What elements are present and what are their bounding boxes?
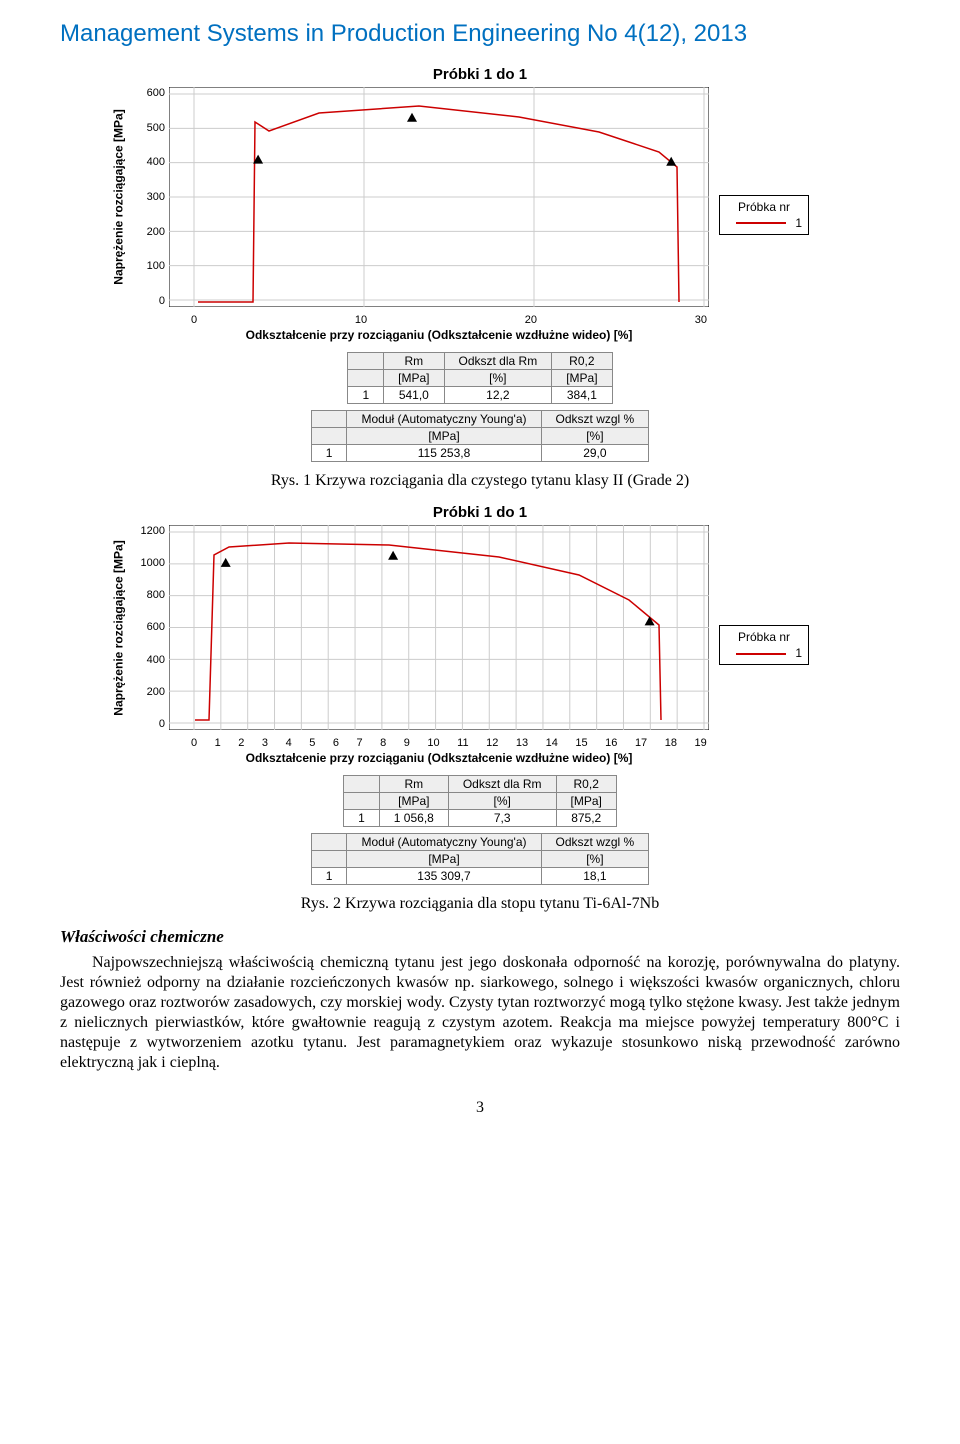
legend-line-icon [736, 222, 786, 224]
chart-2-xlabel: Odkształcenie przy rozciąganiu (Odkształ… [169, 751, 709, 765]
subheading: Właściwości chemiczne [60, 927, 900, 947]
chart-2-table-b: Moduł (Automatyczny Young'a)Odkszt wzgl … [311, 833, 649, 885]
legend-line-icon [736, 653, 786, 655]
chart-2-plot [169, 525, 709, 735]
chart-1-title: Próbki 1 do 1 [105, 66, 855, 83]
chart-1-legend: Próbka nr 1 [719, 195, 809, 235]
body-paragraph: Najpowszechniejszą właściwością chemiczn… [60, 953, 900, 1073]
chart-2-table-a: RmOdkszt dla RmR0,2[MPa][%][MPa]11 056,8… [343, 775, 617, 827]
figure-1-caption: Rys. 1 Krzywa rozciągania dla czystego t… [60, 472, 900, 490]
legend-series-label: 1 [795, 646, 802, 660]
chart-1-table-b: Moduł (Automatyczny Young'a)Odkszt wzgl … [311, 410, 649, 462]
chart-1: Próbki 1 do 1 Naprężenie rozciągające [M… [105, 66, 855, 462]
legend-label: Próbka nr [726, 200, 802, 214]
chart-2-ylabel: Naprężenie rozciągające [MPa] [112, 540, 126, 715]
chart-1-plot [169, 87, 709, 312]
legend-label: Próbka nr [726, 630, 802, 644]
chart-1-ylabel: Naprężenie rozciągające [MPa] [112, 109, 126, 284]
page-number: 3 [60, 1099, 900, 1117]
chart-2-title: Próbki 1 do 1 [105, 504, 855, 521]
chart-1-yticks: 6005004003002001000 [133, 87, 169, 307]
chart-2-yticks: 120010008006004002000 [133, 525, 169, 730]
chart-2: Próbki 1 do 1 Naprężenie rozciągające [M… [105, 504, 855, 885]
chart-2-tables: RmOdkszt dla RmR0,2[MPa][%][MPa]11 056,8… [105, 775, 855, 885]
chart-1-xlabel: Odkształcenie przy rozciąganiu (Odkształ… [169, 328, 709, 342]
chart-1-xticks: 0102030 [169, 314, 709, 326]
chart-1-table-a: RmOdkszt dla RmR0,2[MPa][%][MPa]1541,012… [347, 352, 612, 404]
page-header: Management Systems in Production Enginee… [60, 20, 900, 48]
chart-1-tables: RmOdkszt dla RmR0,2[MPa][%][MPa]1541,012… [105, 352, 855, 462]
legend-series-label: 1 [795, 216, 802, 230]
chart-2-legend: Próbka nr 1 [719, 625, 809, 665]
figure-2-caption: Rys. 2 Krzywa rozciągania dla stopu tyta… [60, 895, 900, 913]
chart-2-xticks: 012345678910111213141516171819 [169, 737, 709, 749]
